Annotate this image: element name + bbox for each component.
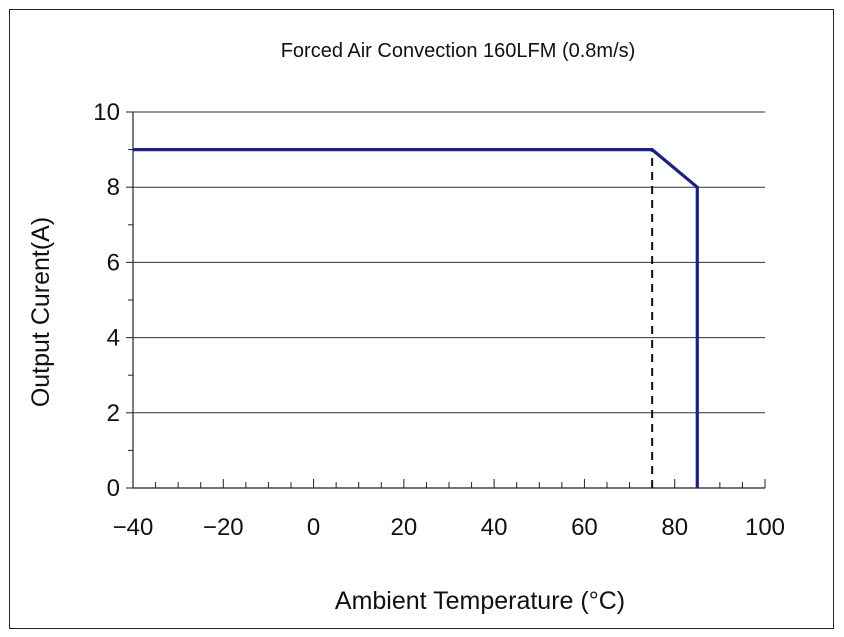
chart-title: Forced Air Convection 160LFM (0.8m/s) <box>281 40 636 62</box>
tick-marks <box>126 111 766 489</box>
x-tick-label: 20 <box>391 514 418 541</box>
y-tick-label: 2 <box>107 400 120 427</box>
x-tick-label: −20 <box>203 514 244 541</box>
tick-labels: 0 2 4 6 8 10 −40 −20 0 20 40 60 80 100 <box>93 99 785 541</box>
x-tick-label: 80 <box>661 514 688 541</box>
x-tick-label: 60 <box>571 514 598 541</box>
x-axis-label: Ambient Temperature (°C) <box>335 587 625 615</box>
y-tick-label: 4 <box>107 325 120 352</box>
axes <box>132 112 765 489</box>
data-marks <box>132 148 699 489</box>
y-tick-label: 0 <box>107 475 120 502</box>
x-tick-label: 0 <box>307 514 320 541</box>
x-tick-label: 100 <box>745 514 785 541</box>
series-line <box>133 148 699 488</box>
x-tick-label: 40 <box>481 514 508 541</box>
y-tick-label: 8 <box>107 174 120 201</box>
y-tick-label: 6 <box>107 249 120 276</box>
grid-lines <box>133 111 765 414</box>
x-tick-label: −40 <box>113 514 154 541</box>
y-axis-label: Output Curent(A) <box>27 217 55 407</box>
y-tick-label: 10 <box>93 99 120 126</box>
